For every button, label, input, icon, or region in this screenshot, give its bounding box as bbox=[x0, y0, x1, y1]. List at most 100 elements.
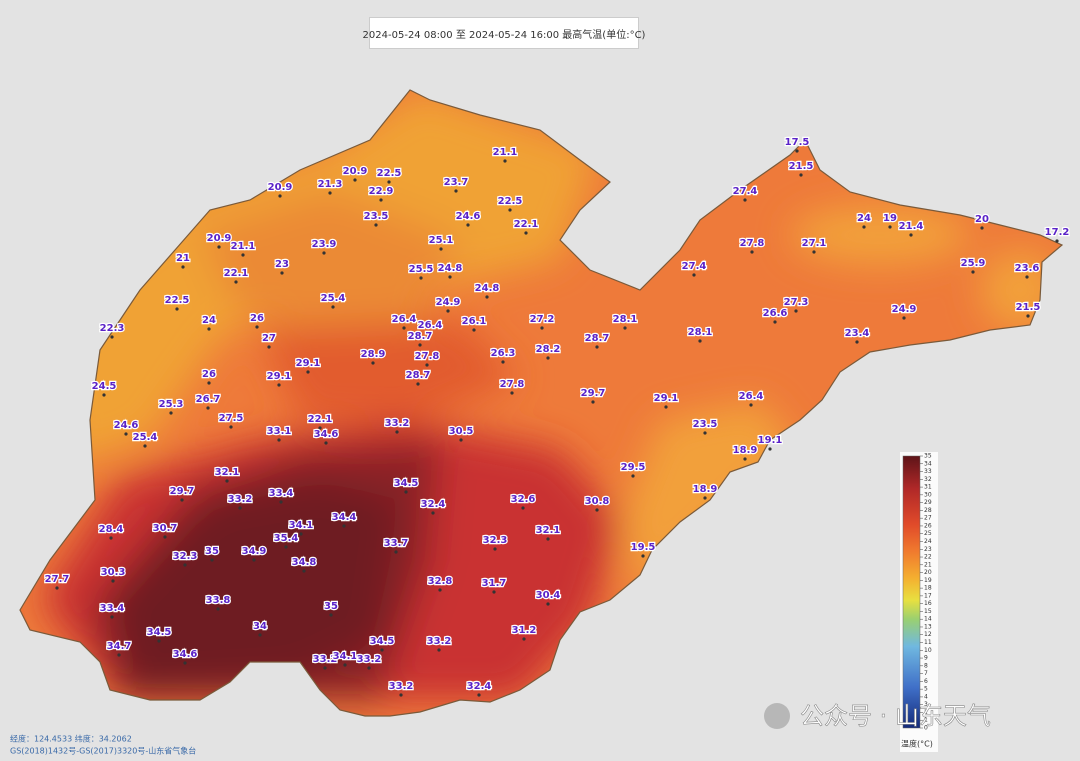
station-dot bbox=[546, 537, 550, 541]
station-value: 34.5 bbox=[147, 627, 172, 638]
station-value: 34.1 bbox=[333, 651, 358, 662]
legend-tick-label: 21 bbox=[924, 561, 932, 568]
legend-tick-label: 0 bbox=[924, 725, 928, 732]
station-dot bbox=[743, 457, 747, 461]
station-value: 29.7 bbox=[581, 388, 606, 399]
station-dot bbox=[183, 563, 187, 567]
copyright: GS(2018)1432号-GS(2017)3320号-山东省气象台 bbox=[10, 746, 196, 756]
station-value: 23.9 bbox=[312, 239, 337, 250]
station-dot bbox=[210, 558, 214, 562]
legend-tick-label: 18 bbox=[924, 585, 932, 592]
station-value: 22.5 bbox=[377, 168, 402, 179]
legend-tick-label: 20 bbox=[924, 569, 932, 576]
station-value: 28.7 bbox=[585, 333, 610, 344]
station-value: 33.2 bbox=[385, 418, 410, 429]
station-value: 30.8 bbox=[585, 496, 610, 507]
legend-tick-label: 23 bbox=[924, 546, 932, 553]
station-value: 33.4 bbox=[100, 603, 125, 614]
station-dot bbox=[225, 479, 229, 483]
legend-tick-label: 5 bbox=[924, 686, 928, 693]
station-value: 33.2 bbox=[357, 654, 382, 665]
station-dot bbox=[157, 639, 161, 643]
station-value: 28.7 bbox=[408, 331, 433, 342]
station-dot bbox=[773, 320, 777, 324]
legend-tick-label: 9 bbox=[924, 655, 928, 662]
station-value: 27.4 bbox=[733, 186, 758, 197]
station-dot bbox=[492, 590, 496, 594]
station-dot bbox=[749, 403, 753, 407]
station-value: 22.5 bbox=[165, 295, 190, 306]
station-value: 20.9 bbox=[268, 182, 293, 193]
station-value: 32.6 bbox=[511, 494, 536, 505]
station-dot bbox=[750, 250, 754, 254]
station-dot bbox=[888, 225, 892, 229]
station-dot bbox=[394, 550, 398, 554]
station-dot bbox=[540, 326, 544, 330]
station-value: 32.1 bbox=[215, 467, 240, 478]
legend-tick-label: 19 bbox=[924, 577, 932, 584]
station-value: 26.4 bbox=[392, 314, 417, 325]
station-dot bbox=[416, 382, 420, 386]
station-dot bbox=[181, 265, 185, 269]
station-dot bbox=[343, 663, 347, 667]
station-value: 24.5 bbox=[92, 381, 117, 392]
legend-tick-label: 27 bbox=[924, 515, 932, 522]
legend-tick-label: 8 bbox=[924, 662, 928, 669]
station-value: 21.3 bbox=[318, 179, 343, 190]
station-value: 25.5 bbox=[409, 264, 434, 275]
station-dot bbox=[143, 444, 147, 448]
station-value: 32.1 bbox=[536, 525, 561, 536]
station-value: 22.1 bbox=[514, 219, 539, 230]
station-dot bbox=[459, 438, 463, 442]
station-value: 34.1 bbox=[289, 520, 314, 531]
station-dot bbox=[448, 275, 452, 279]
station-dot bbox=[353, 178, 357, 182]
station-value: 19.5 bbox=[631, 542, 656, 553]
station-dot bbox=[374, 223, 378, 227]
station-value: 34 bbox=[253, 621, 267, 632]
station-value: 27.4 bbox=[682, 261, 707, 272]
station-dot bbox=[794, 309, 798, 313]
map-title: 2024-05-24 08:00 至 2024-05-24 16:00 最高气温… bbox=[363, 17, 645, 49]
station-value: 26 bbox=[250, 313, 264, 324]
station-dot bbox=[439, 247, 443, 251]
station-dot bbox=[446, 309, 450, 313]
station-value: 34.6 bbox=[173, 649, 198, 660]
station-dot bbox=[111, 579, 115, 583]
station-dot bbox=[404, 490, 408, 494]
station-dot bbox=[284, 545, 288, 549]
station-dot bbox=[279, 500, 283, 504]
station-value: 20.9 bbox=[207, 233, 232, 244]
station-dot bbox=[207, 381, 211, 385]
station-value: 24.6 bbox=[114, 420, 139, 431]
station-dot bbox=[229, 425, 233, 429]
legend-tick-label: 22 bbox=[924, 554, 932, 561]
station-value: 29.5 bbox=[621, 462, 646, 473]
station-dot bbox=[855, 340, 859, 344]
station-dot bbox=[328, 191, 332, 195]
station-value: 27 bbox=[262, 333, 276, 344]
station-value: 23.5 bbox=[364, 211, 389, 222]
station-value: 17.2 bbox=[1045, 227, 1070, 238]
station-dot bbox=[379, 198, 383, 202]
station-value: 21 bbox=[176, 253, 190, 264]
station-dot bbox=[124, 432, 128, 436]
station-dot bbox=[183, 661, 187, 665]
station-value: 19 bbox=[883, 213, 897, 224]
legend-tick-label: 26 bbox=[924, 522, 932, 529]
station-dot bbox=[437, 648, 441, 652]
station-value: 24.9 bbox=[436, 297, 461, 308]
station-value: 35.4 bbox=[274, 533, 299, 544]
station-value: 31.7 bbox=[482, 578, 507, 589]
station-value: 21.1 bbox=[493, 147, 518, 158]
station-value: 31.2 bbox=[512, 625, 537, 636]
station-value: 32.4 bbox=[467, 681, 492, 692]
station-dot bbox=[1025, 275, 1029, 279]
station-value: 32.3 bbox=[173, 551, 198, 562]
station-dot bbox=[1055, 239, 1059, 243]
station-value: 26.4 bbox=[418, 320, 443, 331]
station-value: 30.7 bbox=[153, 523, 178, 534]
station-value: 34.5 bbox=[394, 478, 419, 489]
legend-tick-label: 17 bbox=[924, 592, 932, 599]
